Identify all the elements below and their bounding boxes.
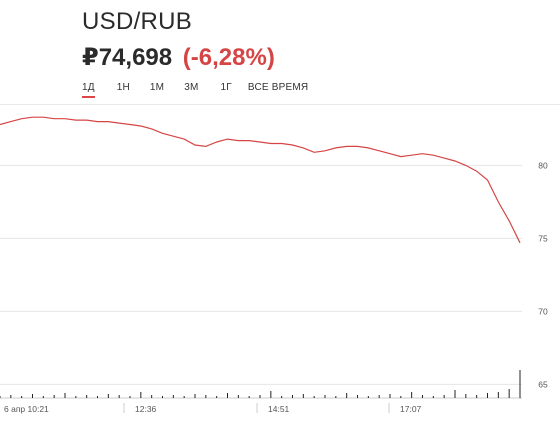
tab-3m[interactable]: 3М bbox=[184, 82, 199, 93]
x-tick-label: 12:36 bbox=[135, 404, 157, 414]
tab-all-time[interactable]: ВСЕ ВРЕМЯ bbox=[247, 82, 309, 93]
volume-bar bbox=[422, 395, 423, 398]
price-line bbox=[0, 116, 521, 244]
volume-bar bbox=[400, 396, 402, 398]
volume-bar bbox=[216, 396, 218, 398]
volume-bar bbox=[172, 395, 174, 398]
price-row: ₽74,698 (-6,28%) bbox=[82, 44, 275, 72]
volume-bar bbox=[227, 393, 228, 398]
x-tick-label: 14:51 bbox=[268, 404, 290, 414]
volume-bar bbox=[194, 394, 196, 398]
volume-bar bbox=[497, 392, 499, 398]
volume-bar bbox=[476, 395, 478, 398]
volume-bar bbox=[465, 394, 467, 398]
volume-bar bbox=[151, 395, 153, 398]
tab-1d[interactable]: 1Д bbox=[82, 82, 95, 98]
tab-1m[interactable]: 1М bbox=[149, 82, 165, 93]
y-tick-label: 70 bbox=[538, 306, 548, 316]
volume-bar bbox=[183, 396, 185, 398]
volume-bar bbox=[205, 395, 207, 398]
volume-bar bbox=[292, 395, 293, 398]
price-change-percent: (-6,28%) bbox=[182, 44, 275, 71]
volume-bar bbox=[313, 396, 315, 398]
volume-bar bbox=[302, 394, 304, 398]
volume-bar bbox=[389, 394, 391, 398]
volume-bar bbox=[335, 396, 337, 398]
x-tick-label: 6 апр 10:21 bbox=[4, 404, 49, 414]
volume-bar bbox=[118, 395, 120, 398]
volume-bar bbox=[259, 395, 261, 398]
volume-bar bbox=[378, 395, 380, 398]
volume-bar bbox=[281, 396, 283, 398]
volume-bar bbox=[42, 396, 44, 398]
volume-bar bbox=[32, 394, 33, 398]
volume-bar bbox=[367, 396, 369, 398]
volume-bar bbox=[270, 391, 272, 398]
volume-bar bbox=[129, 396, 131, 398]
volume-bar bbox=[21, 396, 23, 398]
volume-bar bbox=[508, 389, 510, 398]
chart-top-divider bbox=[0, 104, 560, 105]
volume-bar bbox=[324, 395, 326, 398]
volume-bar bbox=[162, 396, 163, 398]
volume-bar bbox=[107, 394, 109, 398]
volume-bar bbox=[248, 396, 250, 398]
volume-bar bbox=[75, 396, 77, 398]
y-tick-label: 65 bbox=[538, 379, 548, 389]
volume-bar bbox=[346, 393, 348, 398]
volume-bar bbox=[86, 395, 88, 398]
tab-1w[interactable]: 1Н bbox=[116, 82, 130, 93]
volume-bar bbox=[53, 395, 55, 398]
volume-bar bbox=[454, 390, 456, 398]
volume-bar bbox=[140, 392, 142, 398]
volume-bar bbox=[0, 396, 1, 398]
volume-bar bbox=[64, 393, 66, 398]
price-chart[interactable]: 80 75 70 65 6 апр 10:21 12:36 14:51 17:07 bbox=[0, 104, 560, 432]
volume-bar bbox=[237, 395, 239, 398]
tab-1y[interactable]: 1Г bbox=[220, 82, 232, 93]
current-price: ₽74,698 bbox=[82, 44, 173, 71]
currency-pair-title: USD/RUB bbox=[82, 8, 193, 35]
y-tick-label: 80 bbox=[538, 160, 548, 170]
period-tabs: 1Д 1Н 1М 3М 1Г ВСЕ ВРЕМЯ bbox=[82, 82, 328, 98]
quote-header: USD/RUB ₽74,698 (-6,28%) bbox=[82, 8, 275, 72]
volume-bar bbox=[97, 396, 98, 398]
volume-bar bbox=[10, 395, 12, 398]
volume-bar bbox=[432, 396, 434, 398]
volume-bar bbox=[487, 393, 488, 398]
x-tick-label: 17:07 bbox=[400, 404, 422, 414]
y-tick-label: 75 bbox=[538, 233, 548, 243]
volume-bar bbox=[357, 395, 358, 398]
volume-bar bbox=[411, 392, 413, 398]
volume-bar bbox=[443, 395, 445, 398]
volume-bar bbox=[519, 370, 521, 398]
